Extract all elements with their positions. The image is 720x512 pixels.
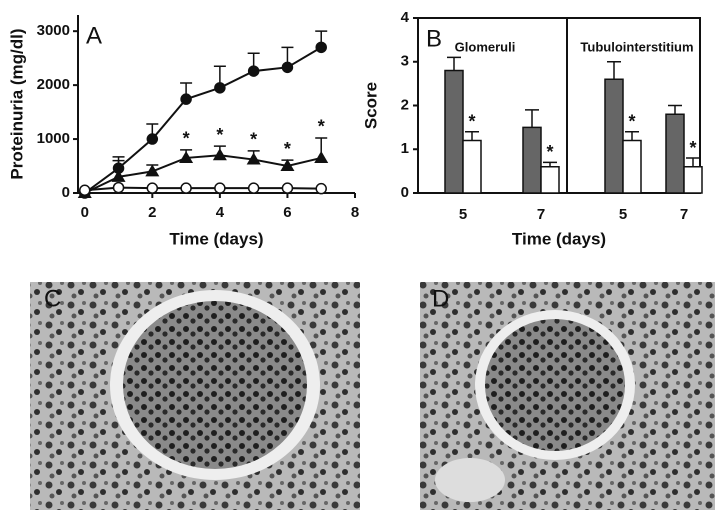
marker <box>247 65 260 77</box>
group-label: Glomeruli <box>455 39 516 54</box>
marker <box>246 152 261 165</box>
x-tick-label: 6 <box>283 204 291 221</box>
y-axis-label: Proteinuria (mg/dl) <box>7 28 26 179</box>
series-line <box>84 154 322 194</box>
x-axis-label: Time (days) <box>512 229 606 248</box>
marker <box>146 182 159 194</box>
tubule-lumen <box>435 458 505 502</box>
marker <box>212 148 227 161</box>
glomerulus <box>123 301 307 469</box>
group-label: Tubulointerstitium <box>580 39 693 54</box>
bar <box>665 113 685 194</box>
x-tick-label: 7 <box>680 206 688 223</box>
significance-star: * <box>628 112 635 132</box>
x-tick-label: 5 <box>619 206 627 223</box>
panel-label: A <box>86 22 102 49</box>
error-bar <box>625 131 639 141</box>
micrograph-c: C <box>30 282 360 510</box>
marker <box>112 181 125 194</box>
y-tick-label: 0 <box>62 184 70 201</box>
y-tick-label: 3000 <box>37 22 70 39</box>
bar <box>444 69 464 194</box>
error-bar <box>525 109 539 128</box>
bar <box>540 166 560 194</box>
marker <box>179 150 194 163</box>
y-axis-label: Score <box>361 82 380 129</box>
significance-star: * <box>689 138 696 158</box>
marker <box>146 133 159 145</box>
glomerulus <box>485 319 625 451</box>
marker <box>281 61 294 74</box>
marker <box>315 182 327 195</box>
significance-star: * <box>250 130 257 150</box>
marker <box>315 41 327 54</box>
error-bar <box>465 131 479 141</box>
panel-label: D <box>432 285 449 312</box>
x-tick-label: 2 <box>148 204 156 221</box>
panel-label: B <box>426 25 442 52</box>
y-tick-label: 2000 <box>37 76 70 93</box>
x-tick-label: 0 <box>81 204 89 221</box>
bar <box>522 126 542 194</box>
marker <box>180 182 192 194</box>
x-tick-label: 4 <box>216 204 225 221</box>
y-tick-label: 2 <box>401 96 409 113</box>
significance-star: * <box>318 117 325 137</box>
marker <box>180 93 192 105</box>
marker <box>280 159 295 172</box>
y-tick-label: 1 <box>401 140 409 157</box>
x-tick-label: 8 <box>351 204 359 221</box>
bar <box>622 139 642 194</box>
marker <box>214 82 226 94</box>
significance-star: * <box>284 139 291 159</box>
micrograph-d: D <box>420 282 715 510</box>
error-bar <box>607 61 621 80</box>
x-axis-label: Time (days) <box>169 229 263 248</box>
y-tick-label: 4 <box>401 9 410 26</box>
significance-star: * <box>468 112 475 132</box>
significance-star: * <box>183 129 190 149</box>
bar <box>683 166 703 194</box>
y-tick-label: 3 <box>401 53 409 70</box>
bar <box>604 78 624 194</box>
y-tick-label: 1000 <box>37 130 70 147</box>
significance-star: * <box>216 125 223 145</box>
x-tick-label: 5 <box>459 206 467 223</box>
error-bar <box>447 56 461 71</box>
marker <box>111 169 126 182</box>
marker <box>79 184 91 197</box>
significance-star: * <box>546 142 553 162</box>
error-bar <box>543 161 557 167</box>
error-bar <box>686 157 700 167</box>
panel-label: C <box>44 285 61 312</box>
marker <box>247 182 260 194</box>
error-bar <box>668 104 682 115</box>
x-tick-label: 7 <box>537 206 545 223</box>
marker <box>145 164 160 177</box>
marker <box>214 182 226 194</box>
marker <box>281 182 294 194</box>
y-tick-label: 0 <box>401 184 409 201</box>
marker <box>314 150 329 163</box>
bar <box>462 139 482 194</box>
